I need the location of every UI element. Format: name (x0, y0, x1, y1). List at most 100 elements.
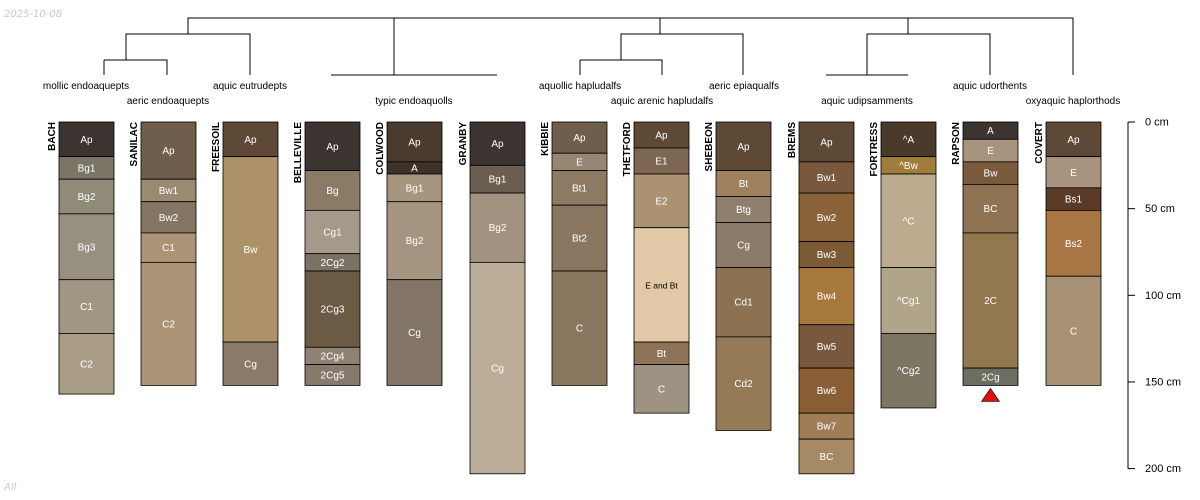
profile-name: KIBBIE (540, 122, 551, 156)
horizon-label: 2Cg2 (321, 258, 345, 269)
horizon-block (58, 121, 115, 158)
horizon-label: Ap (573, 133, 586, 144)
horizon-label: C1 (80, 302, 93, 313)
horizon-label: E1 (655, 156, 668, 167)
profile-name: BACH (47, 122, 58, 151)
dendrogram-root-branch (187, 17, 1074, 75)
profile-name: BREMS (787, 122, 798, 158)
horizon-label: BC (820, 452, 834, 463)
horizon-label: Bw7 (817, 422, 837, 433)
horizon-label: Ap (408, 137, 421, 148)
horizon-block (715, 196, 772, 223)
horizon-label: Cd2 (734, 379, 753, 390)
horizon-block (798, 324, 855, 369)
soil-profile-thetford: THETFORD Ap E1 E2 E and Bt Bt C (622, 121, 690, 414)
dendrogram-branch-right (866, 18, 991, 75)
profile-name: THETFORD (622, 122, 633, 176)
soil-profile-sanilac: SANILAC Ap Bw1 Bw2 C1 C2 (129, 121, 197, 386)
horizon-label: Bs2 (1065, 239, 1083, 250)
horizon-label: 2Cg5 (321, 371, 345, 382)
horizon-block (304, 170, 361, 211)
dendrogram-label: aeric endoaquepts (127, 96, 209, 107)
horizon-label: E (1070, 168, 1077, 179)
profile-name: GRANBY (458, 122, 469, 166)
soil-profiles: BACH Ap Bg1 Bg2 Bg3 C1 C2 SANILAC Ap Bw1 Bw2 C1 C2 FR… (47, 121, 1102, 475)
horizon-label: Bt (657, 349, 667, 360)
dendrogram-label: aquic udipsamments (821, 96, 913, 107)
profile-name: SANILAC (129, 122, 140, 166)
date-label: 2025-10-08 (4, 9, 63, 20)
horizon-block (469, 192, 526, 263)
soil-profile-fortress: FORTRESS ^A ^Bw ^C ^Cg1 ^Cg2 (869, 121, 937, 409)
horizon-label: E2 (655, 196, 668, 207)
horizon-block (715, 121, 772, 171)
horizon-block (140, 261, 197, 386)
horizon-block (962, 367, 1019, 386)
horizon-label: Cg (408, 328, 421, 339)
horizon-label: Bw5 (817, 342, 837, 353)
horizon-label: Bg1 (406, 183, 424, 194)
horizon-block (880, 333, 937, 409)
dendrogram-label: oxyaquic haplorthods (1026, 96, 1121, 107)
horizon-block (140, 232, 197, 263)
horizon-block (1045, 156, 1102, 189)
horizon-block (715, 170, 772, 197)
horizon-block (304, 209, 361, 255)
horizon-block (798, 367, 855, 414)
horizon-block (58, 178, 115, 215)
dendrogram-label: mollic endoaquepts (43, 81, 129, 92)
horizon-label: Ap (491, 139, 504, 150)
profile-name: COVERT (1034, 122, 1045, 164)
horizon-block (469, 164, 526, 194)
horizon-block (633, 173, 690, 229)
horizon-label: C2 (162, 319, 175, 330)
horizon-label: ^Bw (899, 161, 918, 172)
horizon-label: Bw1 (817, 173, 837, 184)
horizon-block (798, 192, 855, 242)
soil-profile-shebeon: SHEBEON Ap Bt Btg Cg Cd1 Cd2 (704, 121, 772, 431)
horizon-block (386, 173, 443, 203)
horizon-label: ^Cg2 (897, 366, 920, 377)
profile-name: FORTRESS (869, 122, 880, 177)
depth-tick-label: 200 cm (1145, 463, 1181, 475)
dendrogram-branch-bach-sanilac (103, 59, 168, 75)
horizon-block (58, 213, 115, 281)
horizon-block (140, 121, 197, 180)
horizon-block (304, 270, 361, 348)
dendrogram (103, 17, 1074, 76)
horizon-label: Bg2 (406, 236, 424, 247)
horizon-block (880, 121, 937, 158)
horizon-block (633, 227, 690, 343)
soil-profile-colwood: COLWOOD Ap A Bg1 Bg2 Cg (375, 121, 443, 386)
horizon-block (222, 341, 279, 386)
horizon-block (798, 412, 855, 440)
horizon-label: Bt (739, 179, 749, 190)
horizon-block (551, 270, 608, 386)
dendrogram-branch-left (125, 33, 251, 75)
dendrogram-label: aquic eutrudepts (213, 81, 287, 92)
horizon-label: C1 (162, 243, 175, 254)
depth-tick-label: 100 cm (1145, 290, 1181, 302)
horizon-block (962, 183, 1019, 234)
horizon-block (386, 201, 443, 281)
horizon-block (1045, 209, 1102, 277)
horizon-label: Bw (984, 169, 999, 180)
horizon-block (798, 121, 855, 163)
horizon-block (798, 161, 855, 194)
profile-name: FREESOIL (211, 122, 222, 172)
profile-name: RAPSON (951, 122, 962, 165)
horizon-block (962, 232, 1019, 369)
dendrogram-label: aquic udorthents (953, 81, 1027, 92)
profile-name: BELLEVILLE (293, 122, 304, 183)
horizon-label: Bw1 (159, 186, 179, 197)
horizon-label: Bw4 (817, 292, 837, 303)
horizon-label: E (576, 157, 583, 168)
horizon-block (880, 267, 937, 334)
dendrogram-label: aeric epiaqualfs (709, 81, 779, 92)
soil-profile-kibbie: KIBBIE Ap E Bt1 Bt2 C (540, 121, 608, 386)
horizon-label: Bs1 (1065, 195, 1083, 206)
depth-axis: 0 cm 50 cm 100 cm 150 cm 200 cm (1127, 117, 1181, 475)
horizon-block (140, 201, 197, 234)
horizon-label: Bg3 (78, 242, 96, 253)
footer-label: All (4, 482, 17, 493)
